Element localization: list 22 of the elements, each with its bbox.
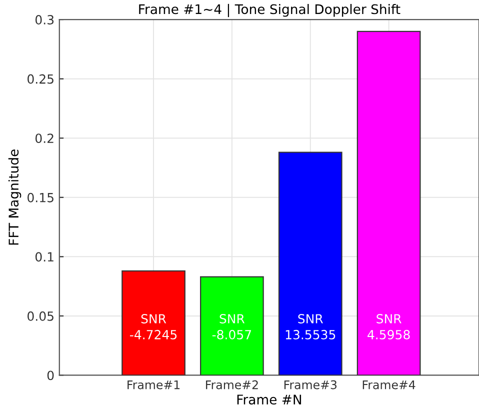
y-tick-label: 0.3 bbox=[35, 15, 54, 24]
bar bbox=[356, 30, 421, 376]
x-tick-label: Frame#2 bbox=[206, 380, 258, 390]
bar bbox=[122, 270, 186, 376]
annotation: SNR 4.5958 bbox=[368, 314, 410, 340]
annotation: SNR -8.057 bbox=[212, 314, 252, 340]
bar bbox=[200, 276, 264, 376]
chart-title: Frame #1~4 | Tone Signal Doppler Shift bbox=[139, 4, 400, 18]
annotation: SNR 13.5535 bbox=[286, 314, 336, 340]
y-tick-label: 0.15 bbox=[28, 192, 54, 202]
x-axis-title: Frame #N bbox=[237, 394, 302, 405]
y-tick-label: 0.05 bbox=[28, 311, 54, 321]
y-tick-label: 0.25 bbox=[28, 74, 54, 84]
x-tick-label: Frame#1 bbox=[128, 380, 180, 390]
x-tick-label: Frame#3 bbox=[284, 380, 337, 390]
y-tick-label: 0.1 bbox=[35, 252, 54, 262]
y-tick-label: 0 bbox=[47, 370, 54, 380]
y-tick-label: 0.2 bbox=[35, 134, 54, 144]
x-tick-label: Frame#4 bbox=[362, 380, 416, 390]
bar bbox=[278, 152, 342, 376]
y-axis-title: FFT Magnitude bbox=[8, 150, 22, 245]
annotation: SNR -4.7245 bbox=[130, 314, 177, 340]
